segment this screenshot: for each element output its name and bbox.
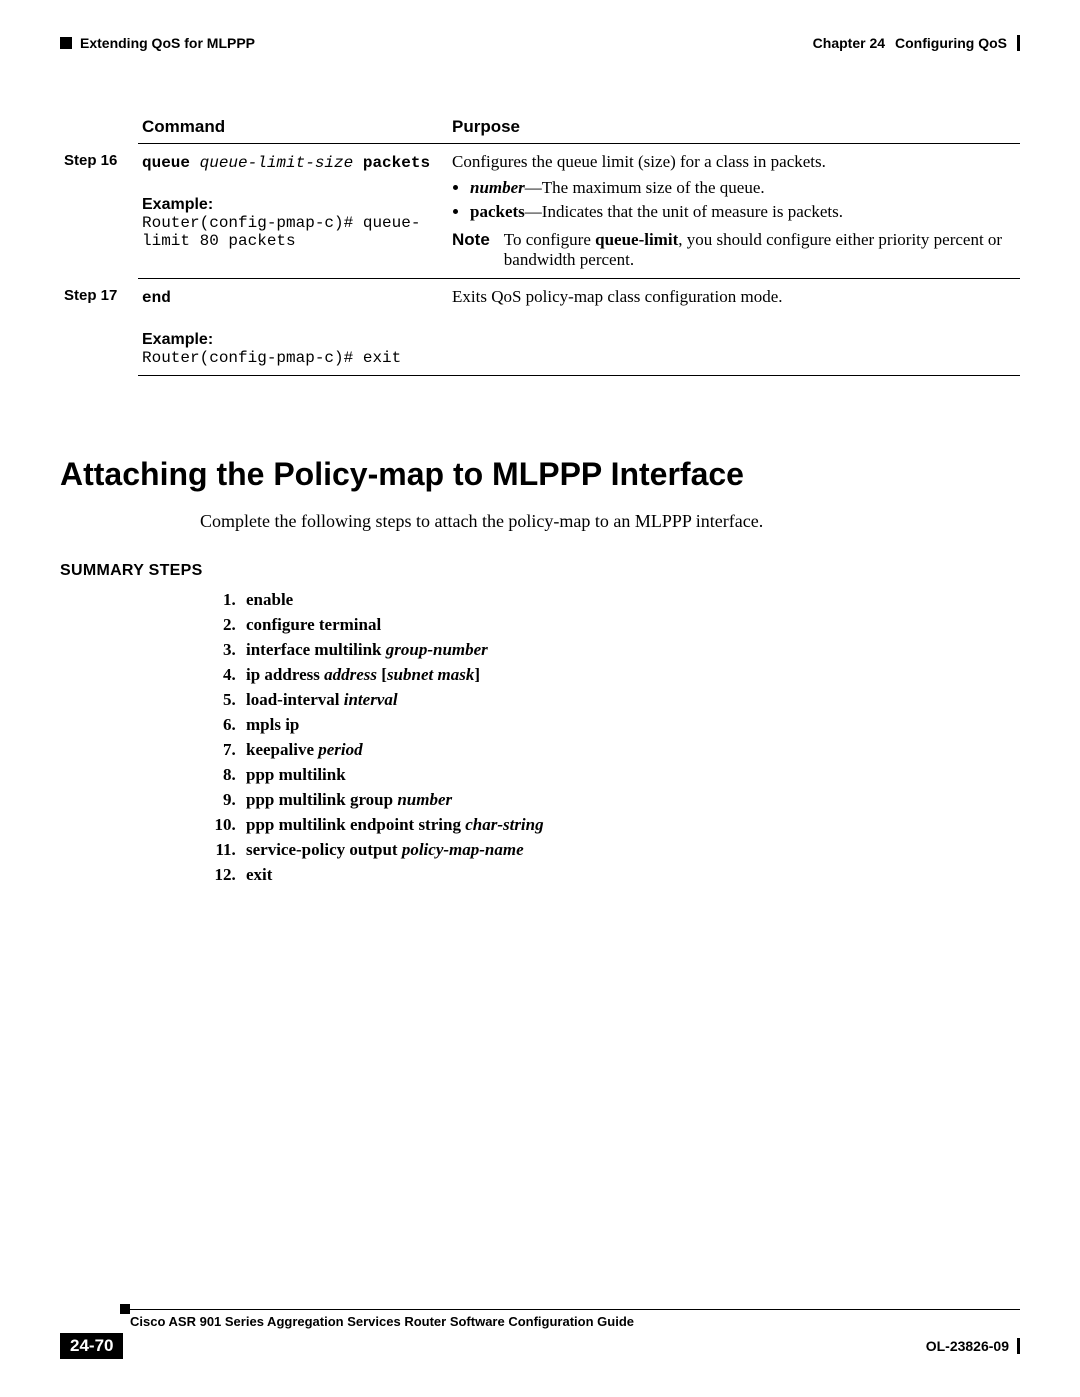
list-item: ppp multilink xyxy=(240,765,1020,785)
footer-right: OL-23826-09 xyxy=(926,1338,1020,1354)
doc-number: OL-23826-09 xyxy=(926,1338,1009,1354)
purpose-bullets: number—The maximum size of the queue. pa… xyxy=(470,178,1016,222)
bullet-term: number xyxy=(470,178,525,197)
list-item: number—The maximum size of the queue. xyxy=(470,178,1016,198)
col-purpose: Purpose xyxy=(448,111,1020,144)
list-item: mpls ip xyxy=(240,715,1020,735)
list-item: ppp multilink group number xyxy=(240,790,1020,810)
command-cell: queue queue-limit-size packets Example: … xyxy=(138,144,448,279)
summary-steps-label: SUMMARY STEPS xyxy=(60,562,1020,580)
purpose-text: Exits QoS policy-map class configuration… xyxy=(452,287,1016,307)
list-item: ip address address [subnet mask] xyxy=(240,665,1020,685)
list-item: exit xyxy=(240,865,1020,885)
footer-row: 24-70 OL-23826-09 xyxy=(60,1333,1020,1359)
list-item: service-policy output policy-map-name xyxy=(240,840,1020,860)
square-bullet-icon xyxy=(60,37,72,49)
list-item: ppp multilink endpoint string char-strin… xyxy=(240,815,1020,835)
table-row: Step 17 end Example: Router(config-pmap-… xyxy=(60,279,1020,376)
bar-icon xyxy=(1017,35,1020,51)
list-item: interface multilink group-number xyxy=(240,640,1020,660)
example-label: Example: xyxy=(142,196,444,214)
example-label: Example: xyxy=(142,331,444,349)
command-cell: end Example: Router(config-pmap-c)# exit xyxy=(138,279,448,376)
example-code: Router(config-pmap-c)# exit xyxy=(142,349,444,367)
cmd-keyword: queue xyxy=(142,154,200,172)
page-header: Extending QoS for MLPPP Chapter 24 Confi… xyxy=(60,35,1020,51)
bullet-term: packets xyxy=(470,202,525,221)
example-code: Router(config-pmap-c)# queue-limit 80 pa… xyxy=(142,214,444,250)
purpose-intro: Configures the queue limit (size) for a … xyxy=(452,152,1016,172)
note-row: Note To configure queue-limit, you shoul… xyxy=(452,230,1016,270)
col-command: Command xyxy=(138,111,448,144)
list-item: enable xyxy=(240,590,1020,610)
note-label: Note xyxy=(452,230,490,270)
header-chapter-title: Configuring QoS xyxy=(895,35,1007,51)
footer-guide-title: Cisco ASR 901 Series Aggregation Service… xyxy=(130,1309,1020,1329)
purpose-cell: Configures the queue limit (size) for a … xyxy=(448,144,1020,279)
list-item: load-interval interval xyxy=(240,690,1020,710)
page: Extending QoS for MLPPP Chapter 24 Confi… xyxy=(0,0,1080,885)
command-table: Command Purpose Step 16 queue queue-limi… xyxy=(60,111,1020,376)
bullet-rest: —Indicates that the unit of measure is p… xyxy=(525,202,843,221)
cmd-arg: queue-limit-size xyxy=(200,154,354,172)
header-chapter: Chapter 24 xyxy=(813,35,885,51)
purpose-cell: Exits QoS policy-map class configuration… xyxy=(448,279,1020,376)
list-item: packets—Indicates that the unit of measu… xyxy=(470,202,1016,222)
table-row: Step 16 queue queue-limit-size packets E… xyxy=(60,144,1020,279)
section-intro: Complete the following steps to attach t… xyxy=(200,511,1020,532)
bullet-rest: —The maximum size of the queue. xyxy=(525,178,765,197)
bar-icon xyxy=(1017,1338,1020,1354)
cmd-keyword: end xyxy=(142,289,171,307)
list-item: configure terminal xyxy=(240,615,1020,635)
step-label: Step 16 xyxy=(60,144,138,279)
page-footer: Cisco ASR 901 Series Aggregation Service… xyxy=(60,1309,1020,1359)
cmd-keyword: packets xyxy=(353,154,430,172)
header-section-title: Extending QoS for MLPPP xyxy=(80,35,255,51)
page-number-badge: 24-70 xyxy=(60,1333,123,1359)
note-text: To configure queue-limit, you should con… xyxy=(504,230,1016,270)
list-item: keepalive period xyxy=(240,740,1020,760)
header-right: Chapter 24 Configuring QoS xyxy=(813,35,1020,51)
summary-steps-list: enable configure terminal interface mult… xyxy=(240,590,1020,885)
step-label: Step 17 xyxy=(60,279,138,376)
header-left: Extending QoS for MLPPP xyxy=(60,35,255,51)
section-heading: Attaching the Policy-map to MLPPP Interf… xyxy=(60,456,1020,493)
